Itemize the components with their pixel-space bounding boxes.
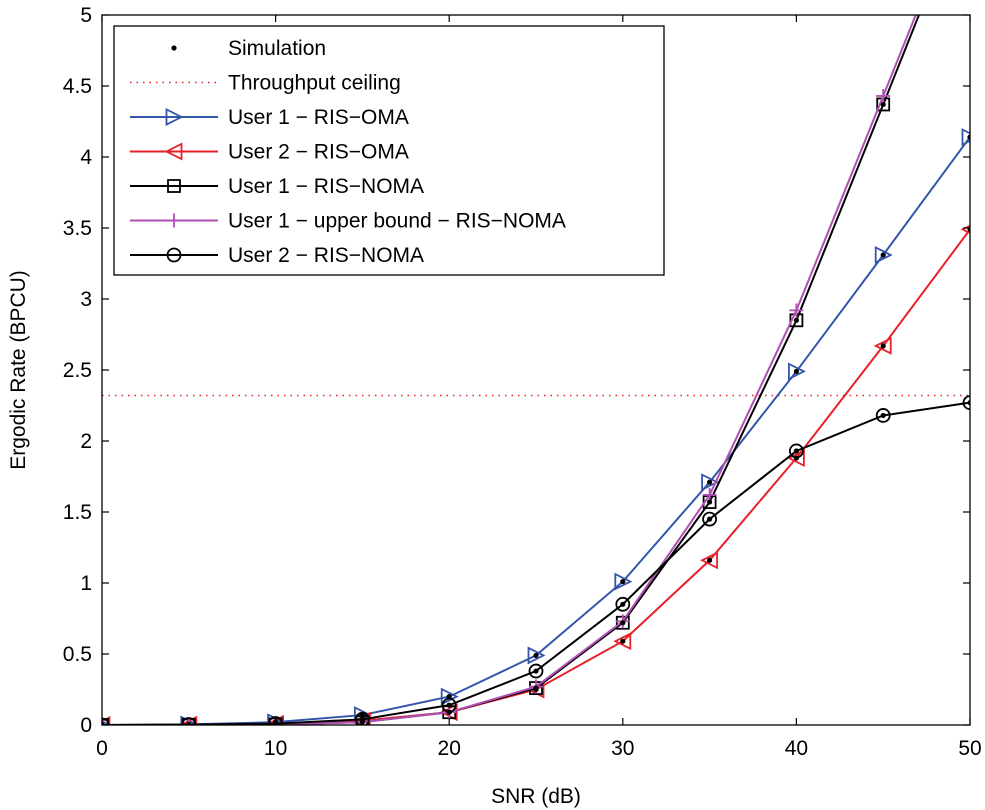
legend-marker — [166, 247, 182, 263]
legend-item: User 1 − upper bound − RIS−NOMA — [130, 210, 566, 233]
simulation-point — [446, 702, 452, 708]
series-marker — [874, 246, 893, 264]
simulation-point — [533, 685, 539, 691]
legend-item: User 1 − RIS−OMA — [130, 106, 409, 129]
series-marker — [962, 395, 970, 411]
y-tick-label: 3.5 — [63, 217, 92, 240]
series-marker — [440, 687, 459, 706]
y-tick-label: 1.5 — [63, 501, 92, 524]
x-axis-title: SNR (dB) — [491, 785, 581, 808]
simulation-point — [446, 694, 452, 700]
simulation-point — [793, 368, 800, 375]
simulation-point — [359, 712, 365, 718]
series-marker — [614, 572, 633, 591]
simulation-point — [880, 412, 886, 419]
x-tick-label: 50 — [958, 737, 981, 760]
legend-item: User 2 − RIS−NOMA — [130, 244, 424, 267]
simulation-point — [620, 578, 626, 585]
legend: Simulation Throughput ceiling User 1 − RIS… — [113, 25, 665, 276]
axis-ticks — [101, 14, 971, 726]
axis-tick-labels: 0 10 20 30 40 50 0 0.5 1 1.5 2 2.5 3 3.5 4 4.5 5 — [63, 4, 982, 760]
legend-label: User 1 − RIS−NOMA — [228, 175, 424, 198]
legend-marker — [165, 108, 184, 126]
legend-label: User 2 − RIS−NOMA — [228, 244, 424, 267]
simulation-point — [533, 652, 539, 659]
x-tick-label: 0 — [96, 737, 108, 760]
series-marker — [528, 663, 544, 679]
simulation-point — [446, 709, 452, 715]
series-marker — [786, 449, 805, 467]
simulation-point — [620, 638, 626, 644]
simulation-point — [707, 479, 713, 485]
simulation-point — [793, 317, 800, 323]
series-marker — [789, 303, 804, 318]
simulation-point — [880, 343, 886, 349]
legend-item: Throughput ceiling — [130, 72, 401, 95]
y-tick-label: 3 — [80, 288, 92, 311]
legend-marker — [164, 142, 183, 161]
x-tick-label: 20 — [438, 737, 461, 760]
series-marker — [701, 473, 720, 492]
legend-label: Simulation — [228, 37, 326, 60]
simulation-point — [793, 448, 800, 454]
series-marker — [615, 596, 631, 612]
series-marker — [702, 511, 717, 527]
simulation-point — [620, 620, 626, 626]
y-tick-label: 2 — [80, 430, 92, 453]
series-marker — [876, 88, 891, 103]
series-marker — [700, 551, 718, 570]
y-axis-title: Ergodic Rate (BPCU) — [7, 270, 30, 470]
y-tick-label: 5 — [80, 4, 92, 27]
series-marker — [268, 716, 283, 725]
x-tick-label: 10 — [264, 737, 287, 760]
legend-marker — [167, 213, 181, 228]
legend-label: Throughput ceiling — [228, 72, 401, 95]
legend-dot-marker — [171, 45, 177, 51]
y-tick-label: 1 — [80, 572, 92, 595]
y-tick-label: 2.5 — [63, 359, 92, 382]
series-marker — [788, 362, 806, 381]
simulation-points — [102, 101, 970, 725]
y-tick-label: 4.5 — [63, 75, 92, 98]
simulation-point — [793, 455, 800, 461]
simulation-point — [707, 499, 713, 505]
y-tick-label: 0 — [80, 714, 92, 737]
simulation-point — [707, 516, 713, 522]
legend-item: User 1 − RIS−NOMA — [130, 175, 424, 198]
series-marker — [875, 408, 891, 423]
legend-item: User 2 − RIS−OMA — [130, 141, 409, 164]
legend-label: User 1 − upper bound − RIS−NOMA — [228, 210, 566, 233]
y-tick-label: 0.5 — [63, 643, 92, 666]
simulation-point — [533, 668, 539, 674]
simulation-point — [620, 601, 626, 607]
y-tick-label: 4 — [80, 146, 92, 169]
simulation-point — [707, 557, 713, 563]
legend-label: User 2 − RIS−OMA — [228, 141, 409, 164]
simulation-point — [880, 101, 886, 108]
x-tick-label: 30 — [611, 737, 634, 760]
simulation-point — [186, 721, 192, 725]
legend-item: Simulation — [171, 37, 326, 60]
series-marker — [613, 632, 632, 651]
series-marker — [961, 128, 970, 147]
simulation-point — [880, 252, 886, 258]
legend-marker — [167, 179, 181, 193]
simulation-point — [359, 716, 365, 722]
series-marker — [527, 646, 546, 665]
x-tick-label: 40 — [785, 737, 808, 760]
legend-label: User 1 − RIS−OMA — [228, 106, 409, 129]
series-marker — [873, 336, 892, 355]
